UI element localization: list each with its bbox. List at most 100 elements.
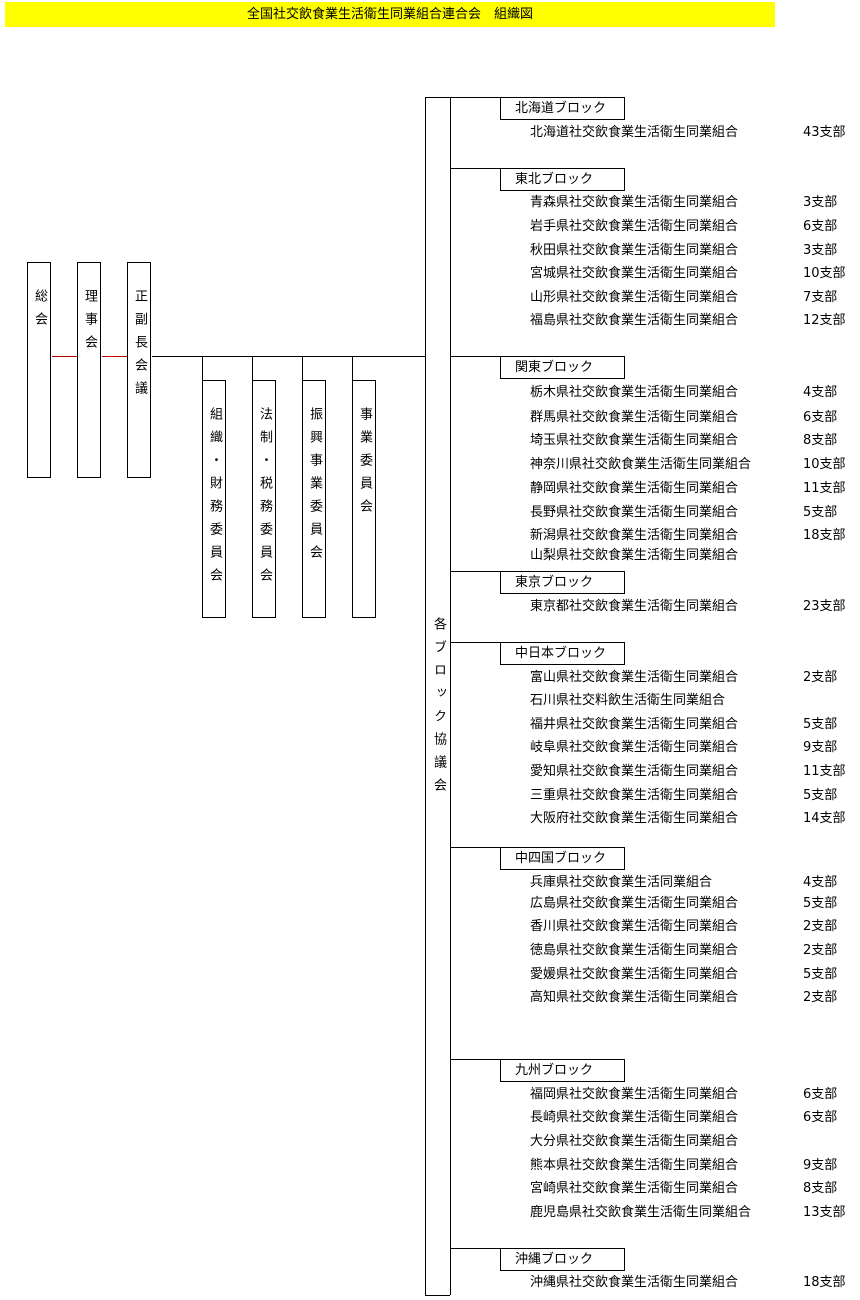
member-branch-count: 14支部 bbox=[803, 811, 846, 826]
member-branch-count: 4支部 bbox=[803, 385, 838, 400]
member-union-name: 新潟県社交飲食業生活衛生同業組合 bbox=[530, 528, 739, 543]
member-union-name: 香川県社交飲食業生活衛生同業組合 bbox=[530, 919, 739, 934]
member-union-name: 宮城県社交飲食業生活衛生同業組合 bbox=[530, 266, 739, 281]
member-branch-count: 3支部 bbox=[803, 243, 838, 258]
council-column-right bbox=[450, 97, 451, 1295]
committee-box: 法制・税務委員会 bbox=[252, 380, 276, 618]
committee-label: 組織・財務委員会 bbox=[207, 407, 222, 591]
link-line bbox=[102, 356, 127, 357]
member-union-name: 熊本県社交飲食業生活衛生同業組合 bbox=[530, 1158, 739, 1173]
connector-line bbox=[152, 356, 425, 357]
committee-box: 事業委員会 bbox=[352, 380, 376, 618]
member-branch-count: 2支部 bbox=[803, 670, 838, 685]
top-body-label: 正副長会議 bbox=[132, 289, 147, 404]
chart-title: 全国社交飲食業生活衛生同業組合連合会 組織図 bbox=[5, 2, 775, 27]
member-branch-count: 18支部 bbox=[803, 1275, 846, 1290]
member-union-name: 岩手県社交飲食業生活衛生同業組合 bbox=[530, 219, 739, 234]
link-line bbox=[52, 356, 77, 357]
member-branch-count: 5支部 bbox=[803, 717, 838, 732]
member-branch-count: 8支部 bbox=[803, 1181, 838, 1196]
member-union-name: 福井県社交飲食業生活衛生同業組合 bbox=[530, 717, 739, 732]
member-branch-count: 6支部 bbox=[803, 410, 838, 425]
member-branch-count: 12支部 bbox=[803, 313, 846, 328]
committee-box: 振興事業委員会 bbox=[302, 380, 326, 618]
member-union-name: 東京都社交飲食業生活衛生同業組合 bbox=[530, 599, 739, 614]
top-body-label: 総会 bbox=[32, 289, 47, 335]
member-branch-count: 6支部 bbox=[803, 1087, 838, 1102]
block-header: 東京ブロック bbox=[500, 571, 625, 594]
member-union-name: 山形県社交飲食業生活衛生同業組合 bbox=[530, 290, 739, 305]
member-branch-count: 13支部 bbox=[803, 1205, 846, 1220]
block-header: 関東ブロック bbox=[500, 356, 625, 379]
member-union-name: 鹿児島県社交飲食業生活衛生同業組合 bbox=[530, 1205, 752, 1220]
member-union-name: 富山県社交飲食業生活衛生同業組合 bbox=[530, 670, 739, 685]
connector-line bbox=[252, 356, 253, 380]
member-union-name: 福岡県社交飲食業生活衛生同業組合 bbox=[530, 1087, 739, 1102]
member-union-name: 群馬県社交飲食業生活衛生同業組合 bbox=[530, 410, 739, 425]
member-branch-count: 11支部 bbox=[803, 481, 846, 496]
member-branch-count: 6支部 bbox=[803, 219, 838, 234]
block-header: 中日本ブロック bbox=[500, 642, 625, 665]
block-header: 九州ブロック bbox=[500, 1059, 625, 1082]
top-body-box-chairs-meeting: 正副長会議 bbox=[127, 262, 151, 478]
council-column-bottom bbox=[425, 1295, 450, 1296]
committee-label: 振興事業委員会 bbox=[307, 407, 322, 568]
member-branch-count: 9支部 bbox=[803, 1158, 838, 1173]
member-branch-count: 5支部 bbox=[803, 788, 838, 803]
member-branch-count: 10支部 bbox=[803, 266, 846, 281]
member-branch-count: 5支部 bbox=[803, 896, 838, 911]
member-union-name: 三重県社交飲食業生活衛生同業組合 bbox=[530, 788, 739, 803]
top-body-label: 理事会 bbox=[82, 289, 97, 358]
member-branch-count: 43支部 bbox=[803, 125, 846, 140]
top-body-box-board: 理事会 bbox=[77, 262, 101, 478]
block-branch-line bbox=[450, 356, 500, 357]
block-branch-line bbox=[450, 847, 500, 848]
block-branch-line bbox=[450, 168, 500, 169]
committee-box: 組織・財務委員会 bbox=[202, 380, 226, 618]
member-union-name: 兵庫県社交飲食業生活同業組合 bbox=[530, 875, 713, 890]
member-branch-count: 9支部 bbox=[803, 740, 838, 755]
member-union-name: 岐阜県社交飲食業生活衛生同業組合 bbox=[530, 740, 739, 755]
member-union-name: 宮崎県社交飲食業生活衛生同業組合 bbox=[530, 1181, 739, 1196]
block-header: 北海道ブロック bbox=[500, 97, 625, 120]
member-branch-count: 8支部 bbox=[803, 433, 838, 448]
council-column-left bbox=[425, 97, 426, 1295]
block-header: 東北ブロック bbox=[500, 168, 625, 191]
block-branch-line bbox=[450, 1059, 500, 1060]
member-branch-count: 4支部 bbox=[803, 875, 838, 890]
member-branch-count: 2支部 bbox=[803, 919, 838, 934]
member-union-name: 愛知県社交飲食業生活衛生同業組合 bbox=[530, 764, 739, 779]
member-union-name: 大阪府社交飲食業生活衛生同業組合 bbox=[530, 811, 739, 826]
committee-label: 法制・税務委員会 bbox=[257, 407, 272, 591]
connector-line bbox=[352, 356, 353, 380]
member-union-name: 福島県社交飲食業生活衛生同業組合 bbox=[530, 313, 739, 328]
member-branch-count: 23支部 bbox=[803, 599, 846, 614]
member-union-name: 大分県社交飲食業生活衛生同業組合 bbox=[530, 1134, 739, 1149]
member-branch-count: 2支部 bbox=[803, 943, 838, 958]
member-branch-count: 7支部 bbox=[803, 290, 838, 305]
member-branch-count: 2支部 bbox=[803, 990, 838, 1005]
member-union-name: 高知県社交飲食業生活衛生同業組合 bbox=[530, 990, 739, 1005]
member-union-name: 愛媛県社交飲食業生活衛生同業組合 bbox=[530, 967, 739, 982]
member-union-name: 長崎県社交飲食業生活衛生同業組合 bbox=[530, 1110, 739, 1125]
member-branch-count: 5支部 bbox=[803, 967, 838, 982]
member-union-name: 秋田県社交飲食業生活衛生同業組合 bbox=[530, 243, 739, 258]
member-union-name: 山梨県社交飲食業生活衛生同業組合 bbox=[530, 548, 739, 563]
member-union-name: 石川県社交料飲生活衛生同業組合 bbox=[530, 693, 726, 708]
member-union-name: 静岡県社交飲食業生活衛生同業組合 bbox=[530, 481, 739, 496]
block-header: 中四国ブロック bbox=[500, 847, 625, 870]
member-union-name: 神奈川県社交飲食業生活衛生同業組合 bbox=[530, 457, 752, 472]
block-header: 沖縄ブロック bbox=[500, 1248, 625, 1271]
member-branch-count: 3支部 bbox=[803, 195, 838, 210]
connector-line bbox=[302, 356, 303, 380]
member-union-name: 埼玉県社交飲食業生活衛生同業組合 bbox=[530, 433, 739, 448]
member-union-name: 栃木県社交飲食業生活衛生同業組合 bbox=[530, 385, 739, 400]
block-branch-line bbox=[450, 571, 500, 572]
top-body-box-general-assembly: 総会 bbox=[27, 262, 51, 478]
member-union-name: 広島県社交飲食業生活衛生同業組合 bbox=[530, 896, 739, 911]
block-branch-line bbox=[425, 97, 500, 98]
member-union-name: 沖縄県社交飲食業生活衛生同業組合 bbox=[530, 1275, 739, 1290]
member-union-name: 青森県社交飲食業生活衛生同業組合 bbox=[530, 195, 739, 210]
member-branch-count: 11支部 bbox=[803, 764, 846, 779]
